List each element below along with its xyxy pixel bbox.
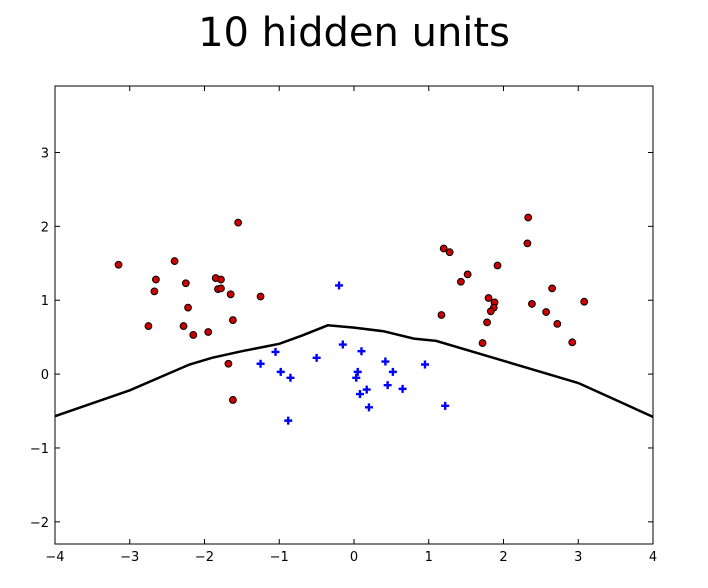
data-point-circle xyxy=(229,396,237,404)
data-point-circle xyxy=(542,308,551,316)
x-tick-label: 2 xyxy=(499,550,507,565)
data-point-circle xyxy=(523,239,532,248)
data-point-circle xyxy=(234,218,243,227)
data-point-circle xyxy=(189,331,198,339)
data-point-circle xyxy=(144,322,153,330)
plot-frame xyxy=(54,85,654,545)
data-point-circle xyxy=(170,257,179,265)
data-point-plus xyxy=(355,390,364,399)
data-point-circle xyxy=(580,297,589,306)
data-point-circle xyxy=(445,248,454,257)
data-point-plus xyxy=(388,367,397,376)
x-tick-label: −1 xyxy=(270,550,289,565)
data-point-circle xyxy=(493,261,502,270)
data-point-plus xyxy=(383,381,392,390)
data-point-plus xyxy=(421,360,430,369)
ticks-layer: −4 −3 −2 −1 0 1 2 3 4 −2 −1 0 1 2 3 xyxy=(30,86,657,565)
data-point-plus xyxy=(381,357,390,366)
data-point-circle xyxy=(463,270,472,279)
data-point-circle xyxy=(150,287,159,296)
data-point-circle xyxy=(204,328,213,336)
data-point-circle xyxy=(524,213,533,222)
data-point-plus xyxy=(357,347,366,356)
data-point-plus xyxy=(441,401,450,410)
data-point-circle xyxy=(226,290,235,299)
data-point-plus xyxy=(312,353,321,362)
data-point-circle xyxy=(181,279,190,288)
data-point-circle xyxy=(184,303,192,312)
x-tick-label: 1 xyxy=(425,550,433,565)
data-point-circle xyxy=(528,300,536,308)
x-tick-label: −4 xyxy=(45,550,64,565)
data-point-plus xyxy=(256,359,265,368)
data-point-plus xyxy=(271,347,280,356)
data-point-circle xyxy=(484,294,493,302)
data-point-circle xyxy=(217,275,225,284)
data-point-circle xyxy=(437,311,446,319)
data-point-circle xyxy=(483,318,491,327)
x-tick-label: 0 xyxy=(350,550,358,565)
data-point-circle xyxy=(224,359,233,368)
data-point-circle xyxy=(229,316,237,325)
y-tick-label: 2 xyxy=(41,220,49,235)
data-point-circle xyxy=(256,292,265,301)
data-point-plus xyxy=(398,384,407,393)
y-tick-label: −1 xyxy=(30,442,49,457)
y-tick-label: 3 xyxy=(41,146,49,161)
data-point-circle xyxy=(179,322,188,330)
data-point-circle xyxy=(486,307,495,316)
x-tick-label: 3 xyxy=(574,550,582,565)
marks-layer xyxy=(54,213,654,425)
data-point-plus xyxy=(353,367,362,376)
data-point-plus xyxy=(352,373,361,382)
data-point-circle xyxy=(114,260,123,269)
data-point-circle xyxy=(553,319,562,328)
x-tick-label: 4 xyxy=(649,550,657,565)
data-point-plus xyxy=(338,340,347,349)
data-point-plus xyxy=(364,403,373,412)
decision-boundary-line xyxy=(54,324,654,419)
data-point-plus xyxy=(335,281,344,290)
data-point-circle xyxy=(456,277,465,286)
data-point-circle xyxy=(152,275,160,284)
data-point-circle xyxy=(568,338,577,347)
data-point-circle xyxy=(548,284,556,293)
y-tick-label: 0 xyxy=(41,368,49,383)
y-tick-label: −2 xyxy=(30,516,49,531)
data-point-circle xyxy=(217,284,225,293)
data-point-plus xyxy=(284,416,293,425)
data-point-plus xyxy=(276,367,285,376)
x-tick-label: −2 xyxy=(195,550,214,565)
x-tick-label: −3 xyxy=(120,550,139,565)
y-tick-label: 1 xyxy=(41,294,49,309)
data-point-plus xyxy=(362,385,371,394)
data-point-circle xyxy=(478,339,487,347)
data-point-plus xyxy=(286,373,295,382)
chart-title: 10 hidden units xyxy=(198,10,510,56)
data-point-circle xyxy=(439,244,448,253)
